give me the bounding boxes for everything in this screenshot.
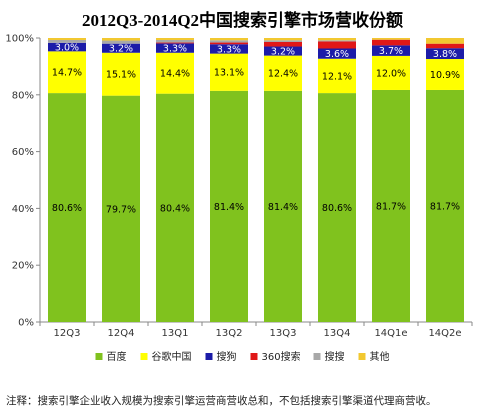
bar-segment (210, 90, 248, 322)
data-label: 13.1% (214, 68, 244, 79)
bar-segment (210, 40, 248, 43)
bar-segment (156, 39, 194, 43)
legend-label: 搜狗 (217, 350, 237, 363)
bar-segment (48, 51, 86, 94)
bar-segment (156, 38, 194, 40)
bar-segment (156, 42, 194, 44)
data-label: 81.7% (430, 201, 460, 212)
bar-segment (102, 40, 140, 44)
y-tick-label: 20% (12, 261, 34, 272)
legend-label: 搜搜 (325, 350, 345, 363)
bar-segment (426, 59, 464, 90)
bar-segment (318, 58, 356, 94)
legend-swatch (95, 353, 103, 360)
x-tick-label: 14Q1e (374, 328, 407, 339)
data-label: 3.7% (379, 46, 403, 57)
bar-segment (48, 93, 86, 322)
data-label: 3.0% (55, 43, 79, 54)
data-label: 14.7% (52, 68, 82, 79)
legend-label: 其他 (370, 350, 390, 363)
bar-segment (426, 38, 464, 44)
x-tick-label: 14Q2e (428, 328, 461, 339)
bar-segment (318, 38, 356, 41)
bar-segment (102, 52, 140, 96)
bar-segment (372, 55, 410, 90)
bar-segment (210, 44, 248, 54)
bar-segment (210, 42, 248, 45)
data-label: 80.4% (160, 203, 190, 214)
bar-segment (264, 46, 302, 56)
bar-segment (210, 53, 248, 91)
data-label: 3.8% (433, 49, 457, 60)
y-tick-label: 40% (12, 204, 34, 215)
legend-label: 谷歌中国 (152, 350, 192, 363)
bar-segment (318, 40, 356, 42)
data-label: 3.2% (271, 47, 295, 58)
bar-segment (102, 95, 140, 322)
data-label: 81.4% (214, 202, 244, 213)
bar-segment (48, 42, 86, 52)
legend-swatch (313, 353, 321, 360)
bar-segment (426, 48, 464, 60)
legend-swatch (250, 353, 258, 360)
data-label: 81.4% (268, 202, 298, 213)
x-tick-label: 13Q1 (162, 328, 189, 339)
chart-title: 2012Q3-2014Q2中国搜索引擎市场营收份额 (81, 11, 404, 30)
data-label: 80.6% (322, 203, 352, 214)
data-label: 3.3% (163, 44, 187, 55)
data-label: 15.1% (106, 70, 136, 81)
bar-segment (372, 39, 410, 46)
x-tick-label: 12Q4 (108, 328, 135, 339)
bar-segment (210, 38, 248, 41)
data-label: 12.0% (376, 68, 406, 79)
bar-segment (102, 43, 140, 53)
legend-label: 360搜索 (262, 350, 301, 363)
y-tick-label: 60% (12, 147, 34, 158)
x-tick-label: 12Q3 (54, 328, 81, 339)
data-label: 14.4% (160, 69, 190, 80)
bar-segment (102, 38, 140, 41)
bar-segment (264, 38, 302, 41)
bar-segment (426, 43, 464, 49)
bar-segment (264, 90, 302, 322)
bar-segment (372, 38, 410, 40)
data-label: 3.3% (217, 44, 241, 55)
bar-segment (48, 39, 86, 43)
bar-segment (318, 41, 356, 49)
data-label: 79.7% (106, 204, 136, 215)
data-label: 12.1% (322, 71, 352, 82)
x-tick-label: 13Q4 (324, 328, 351, 339)
bar-segment (48, 38, 86, 40)
bar-segment (264, 40, 302, 42)
x-tick-label: 13Q2 (216, 328, 243, 339)
data-label: 10.9% (430, 70, 460, 81)
y-tick-label: 0% (18, 318, 34, 329)
legend-swatch (358, 353, 366, 360)
bar-segment (156, 43, 194, 53)
legend-label: 百度 (107, 350, 127, 363)
x-tick-label: 13Q3 (270, 328, 297, 339)
bar-segment (156, 93, 194, 322)
bar-segment (318, 93, 356, 322)
bar-segment (318, 48, 356, 59)
bar-segment (264, 41, 302, 47)
data-label: 12.4% (268, 69, 298, 80)
bar-segment (426, 89, 464, 322)
y-tick-label: 100% (5, 34, 34, 45)
bar-segment (372, 89, 410, 322)
data-label: 81.7% (376, 201, 406, 212)
footnote: 注释：搜索引擎企业收入规模为搜索引擎运营商营收总和，不包括搜索引擎渠道代理商营收… (6, 395, 437, 407)
data-label: 3.2% (109, 44, 133, 55)
bar-segment (264, 55, 302, 91)
bar-segment (372, 45, 410, 56)
data-label: 3.6% (325, 49, 349, 60)
data-label: 80.6% (52, 203, 82, 214)
y-tick-label: 80% (12, 90, 34, 101)
legend-swatch (205, 353, 213, 360)
bar-segment (156, 52, 194, 94)
legend-swatch (140, 353, 148, 360)
